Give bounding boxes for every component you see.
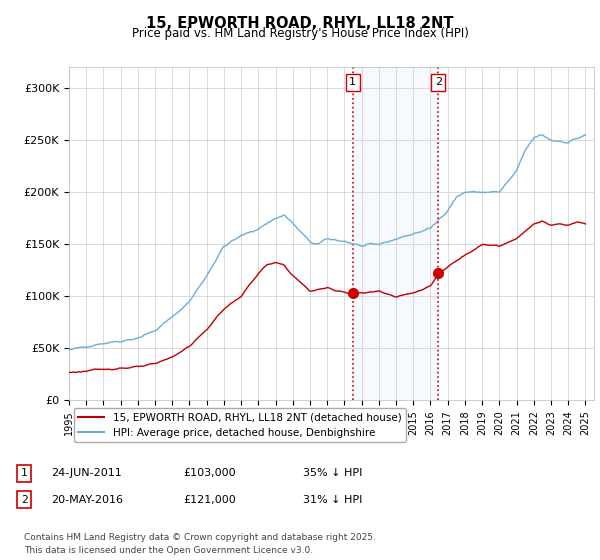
Text: 24-JUN-2011: 24-JUN-2011 xyxy=(51,468,122,478)
Text: 2: 2 xyxy=(20,494,28,505)
Text: 35% ↓ HPI: 35% ↓ HPI xyxy=(303,468,362,478)
Text: Contains HM Land Registry data © Crown copyright and database right 2025.
This d: Contains HM Land Registry data © Crown c… xyxy=(24,533,376,554)
Text: Price paid vs. HM Land Registry's House Price Index (HPI): Price paid vs. HM Land Registry's House … xyxy=(131,27,469,40)
Text: 1: 1 xyxy=(20,468,28,478)
Text: 2: 2 xyxy=(435,77,442,87)
Text: 31% ↓ HPI: 31% ↓ HPI xyxy=(303,494,362,505)
Legend: 15, EPWORTH ROAD, RHYL, LL18 2NT (detached house), HPI: Average price, detached : 15, EPWORTH ROAD, RHYL, LL18 2NT (detach… xyxy=(74,408,406,442)
Text: £121,000: £121,000 xyxy=(183,494,236,505)
Bar xyxy=(353,67,439,400)
Text: £103,000: £103,000 xyxy=(183,468,236,478)
Text: 1: 1 xyxy=(349,77,356,87)
Text: 15, EPWORTH ROAD, RHYL, LL18 2NT: 15, EPWORTH ROAD, RHYL, LL18 2NT xyxy=(146,16,454,31)
Text: 20-MAY-2016: 20-MAY-2016 xyxy=(51,494,123,505)
